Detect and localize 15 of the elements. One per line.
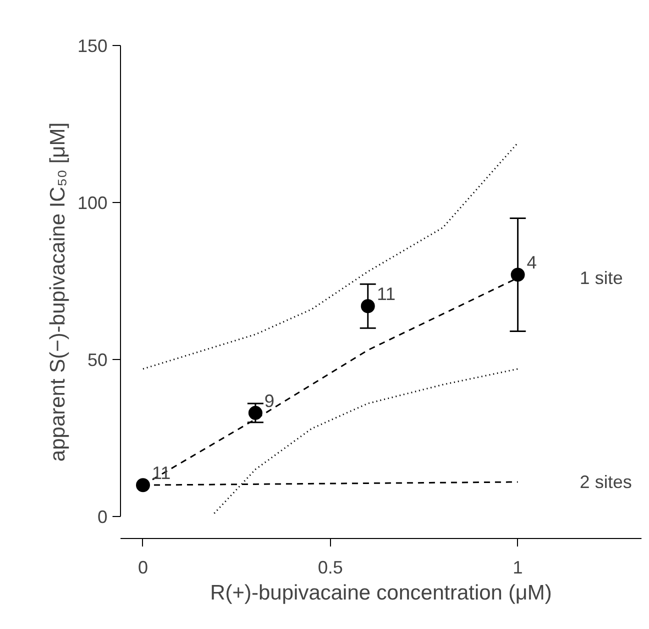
text: 1 site [580,268,623,288]
y-tick-label: 100 [77,193,108,214]
annotation: 9 [264,390,274,411]
annotation: 11 [152,463,171,484]
y-tick-label: 150 [77,36,108,56]
y-axis-title: apparent S(−)-bupivacaine IC₅₀ [μM] [46,122,70,462]
annotation: 11 [376,284,396,304]
x-tick-label: 1 [512,558,523,578]
x-tick-label: 0.5 [318,558,343,578]
text: 2 sites [580,472,632,492]
annotation: 4 [526,252,537,273]
x-tick-label: 0 [138,558,148,578]
x-axis-title: R(+)-bupivacaine concentration (μM) [210,582,552,604]
y-tick-label: 50 [87,350,108,370]
y-tick-label: 0 [97,507,108,528]
